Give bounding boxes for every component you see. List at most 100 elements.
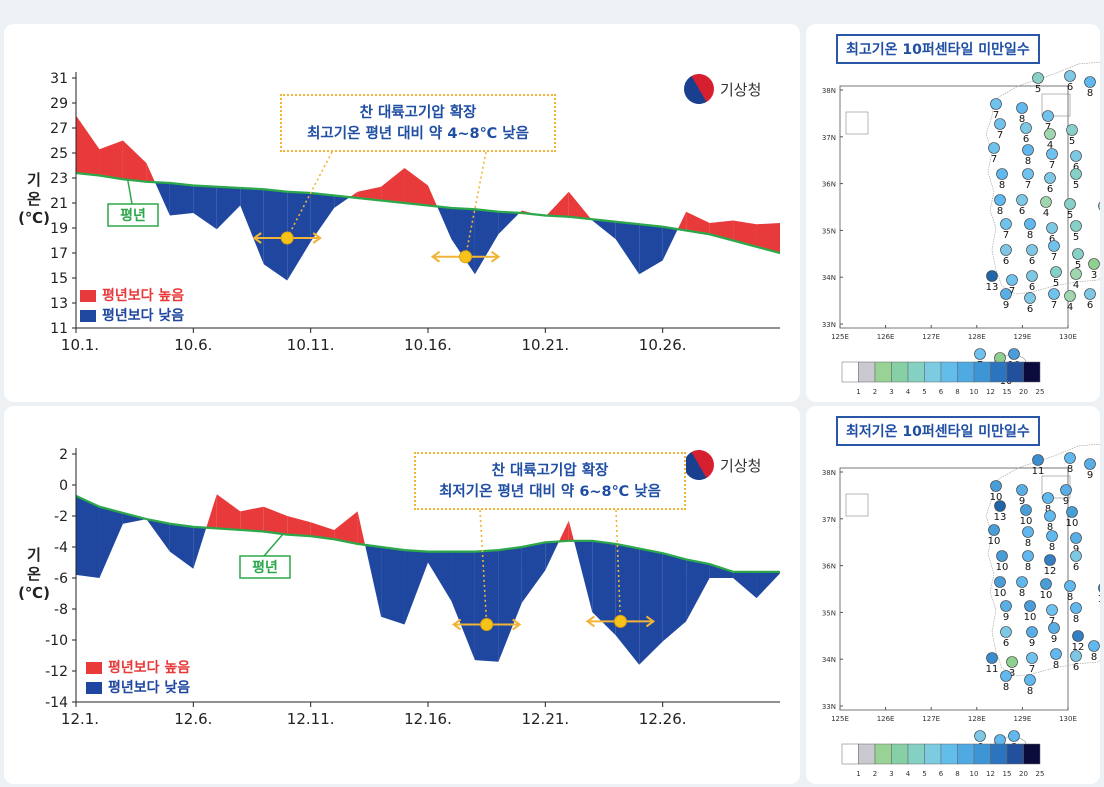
colorbar-cell	[907, 743, 925, 765]
area-below-segment	[498, 211, 520, 235]
area-below-segment	[592, 219, 616, 240]
station-value: 10	[988, 536, 1001, 547]
y-tick-label: -6	[54, 571, 68, 587]
y-tick-label: 11	[50, 321, 68, 337]
station-marker	[1098, 201, 1100, 211]
station-value: 4	[1047, 140, 1053, 151]
station-marker	[1016, 576, 1028, 588]
bottom-chart-panel: -14 -12 -10 -8 -6 -4 -2 0 2 12.1. 12.6. 12.11. 12.16…	[4, 406, 800, 784]
lon-label: 126E	[877, 333, 895, 341]
bottom-map-title: 최저기온 10퍼센타일 미만일수	[836, 416, 1040, 446]
station-marker	[1064, 290, 1076, 302]
station-value: 8	[1025, 156, 1031, 167]
station-value: 5	[1053, 278, 1059, 289]
station-marker	[1088, 640, 1100, 652]
lat-label: 34N	[822, 274, 836, 282]
station-value: 6	[1073, 562, 1079, 573]
colorbar-cell	[990, 743, 1008, 765]
colorbar-cell	[940, 361, 958, 383]
station-marker	[1088, 258, 1100, 270]
station-value: 8	[1047, 522, 1053, 533]
area-below-segment	[76, 495, 100, 578]
station-value: 11	[1032, 466, 1045, 477]
station-marker	[1070, 150, 1082, 162]
station-marker	[1046, 530, 1058, 542]
legend-below-label: 평년보다 낮음	[108, 680, 191, 696]
lon-label: 125E	[831, 715, 849, 723]
logo-top: 기상청	[678, 68, 761, 110]
station-marker	[1022, 168, 1034, 180]
peninsula-outline	[985, 443, 1100, 677]
highlight-dot	[480, 618, 494, 631]
station-marker	[1008, 730, 1020, 742]
station-marker	[1040, 578, 1052, 590]
area-below-segment	[573, 540, 593, 613]
lon-label: 127E	[922, 333, 940, 341]
colorbar-label: 6	[939, 770, 944, 778]
logo-bottom: 기상청	[678, 444, 761, 486]
colorbar-label: 25	[1036, 388, 1045, 396]
area-below-segment	[733, 571, 757, 599]
station-value: 7	[1025, 180, 1031, 191]
arrow-head-right	[312, 232, 322, 244]
station-marker	[1000, 670, 1012, 682]
area-below-segment	[639, 224, 663, 275]
normal-label-box	[107, 203, 159, 227]
x-tick-label: 12.11.	[287, 710, 335, 728]
arrow-head-left	[430, 250, 441, 263]
top-temperature-chart: 11 13 15 17 19 21 23 25 27 29 31 10.1. 10.6. 10.11. 10…	[18, 71, 781, 354]
x-tick-label: 10.1.	[61, 336, 99, 354]
arrow-head-left	[252, 232, 262, 244]
station-marker	[1022, 144, 1034, 156]
station-marker	[1070, 650, 1082, 662]
lon-label: 130E	[1059, 715, 1077, 723]
colorbar-label: 4	[906, 388, 911, 396]
station-marker	[1050, 648, 1062, 660]
x-tick-label: 10.11.	[287, 336, 335, 354]
colorbar-label: 6	[939, 388, 944, 396]
colorbar-label: 10	[970, 770, 979, 778]
y-axis-label: 기	[27, 171, 41, 189]
colorbar-cell	[990, 361, 1008, 383]
station-value: 7	[991, 154, 997, 165]
area-above-segment	[404, 168, 428, 206]
station-marker	[1024, 600, 1036, 612]
lat-label: 33N	[822, 321, 836, 329]
colorbar-cell	[1006, 743, 1024, 765]
station-marker	[1070, 532, 1082, 544]
station-value: 9	[1051, 634, 1057, 645]
arrow-head-left	[451, 618, 462, 631]
station-value: 9	[1073, 544, 1079, 555]
y-axis-label: 온	[27, 565, 41, 583]
top-annotation-box: 찬 대륙고기압 확장 최고기온 평년 대비 약 4~8℃ 낮음	[280, 94, 556, 152]
area-below-segment	[474, 550, 499, 662]
station-value: 9	[1003, 612, 1009, 623]
station-marker	[1072, 248, 1084, 260]
colorbar-cell	[1023, 743, 1041, 765]
station-marker	[996, 168, 1008, 180]
station-marker	[1084, 458, 1096, 470]
station-value: 7	[997, 130, 1003, 141]
lat-label: 38N	[822, 469, 836, 477]
normal-label-pointer	[126, 179, 133, 205]
y-tick-label: 15	[50, 271, 68, 287]
colorbar-label: 10	[970, 388, 979, 396]
y-tick-label: 25	[50, 146, 68, 162]
station-marker	[974, 730, 986, 742]
y-tick-label: 0	[59, 478, 68, 494]
station-value: 8	[1067, 592, 1073, 603]
station-value: 6	[1073, 162, 1079, 173]
station-marker	[1016, 194, 1028, 206]
x-tick-label: 12.1.	[61, 710, 99, 728]
y-tick-label: 21	[50, 196, 68, 212]
station-value: 7	[1029, 664, 1035, 675]
area-below-segment	[498, 547, 522, 662]
station-value: 10	[994, 588, 1007, 599]
area-below-segment	[615, 221, 640, 275]
station-marker	[1070, 220, 1082, 232]
area-below-segment	[240, 188, 264, 265]
area-below-segment	[310, 193, 335, 242]
colorbar-label: 5	[922, 770, 926, 778]
station-marker	[994, 194, 1006, 206]
